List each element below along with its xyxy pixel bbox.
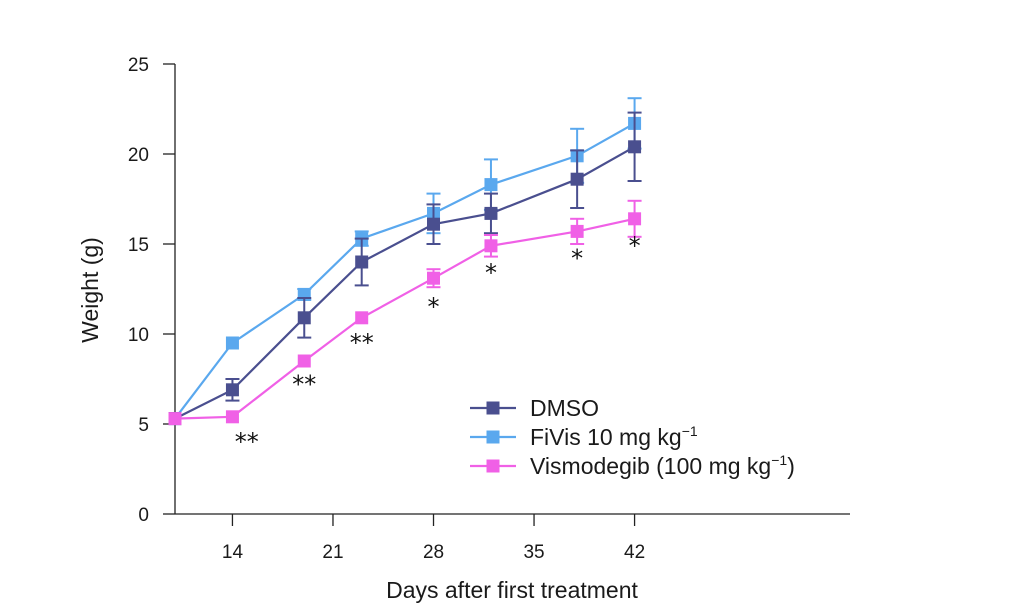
legend-item: Vismodegib (100 mg kg−1) <box>470 452 795 479</box>
y-tick-label: 25 <box>128 55 149 76</box>
y-tick-label: 15 <box>128 235 149 256</box>
data-point-marker <box>297 311 311 325</box>
significance-annotation: * <box>485 259 497 287</box>
series-vismodegib-100-mg-kg <box>168 199 642 426</box>
legend-marker <box>486 401 500 415</box>
x-tick-label: 35 <box>523 542 544 563</box>
legend-label-main: DMSO <box>530 395 599 421</box>
x-tick-label: 21 <box>322 542 343 563</box>
x-axis-title: Days after first treatment <box>386 577 638 603</box>
legend-label-superscript: −1 <box>771 452 787 468</box>
y-tick-label: 0 <box>138 505 149 526</box>
data-point-marker <box>628 212 642 226</box>
legend-marker <box>486 430 500 444</box>
significance-annotation: * <box>629 232 641 260</box>
x-tick-label: 28 <box>423 542 444 563</box>
legend-label-superscript: −1 <box>682 423 698 439</box>
legend-label: DMSO <box>530 395 599 421</box>
data-point-marker <box>484 206 498 220</box>
data-point-marker <box>225 383 239 397</box>
data-point-marker <box>484 239 498 253</box>
x-tick-label: 42 <box>624 542 645 563</box>
data-point-marker <box>628 140 642 154</box>
legend-item: DMSO <box>470 395 599 421</box>
legend-item: FiVis 10 mg kg−1 <box>470 423 698 450</box>
data-point-marker <box>225 410 239 424</box>
y-tick-label: 20 <box>128 145 149 166</box>
data-point-marker <box>427 271 441 285</box>
y-tick-label: 5 <box>138 415 149 436</box>
legend-label-tail: ) <box>787 453 795 479</box>
x-tick-label: 14 <box>222 542 244 563</box>
significance-annotation: ** <box>292 370 316 398</box>
legend-label: Vismodegib (100 mg kg−1) <box>530 452 795 479</box>
data-point-marker <box>297 354 311 368</box>
series-line <box>174 145 636 420</box>
legend-label: FiVis 10 mg kg−1 <box>530 423 698 450</box>
y-axis-title: Weight (g) <box>77 237 103 343</box>
y-tick-label: 10 <box>128 325 149 346</box>
data-point-marker <box>570 224 584 238</box>
legend-marker <box>486 459 500 473</box>
series-line <box>174 217 635 420</box>
data-point-marker <box>355 255 369 269</box>
legend-label-main: FiVis 10 mg kg <box>530 424 682 450</box>
data-point-marker <box>355 311 369 325</box>
significance-annotation: ** <box>350 329 374 357</box>
significance-annotation: * <box>428 293 440 321</box>
data-point-marker <box>484 178 498 192</box>
series-line <box>174 122 636 420</box>
data-point-marker <box>570 172 584 186</box>
significance-annotation: ** <box>235 428 259 456</box>
data-point-marker <box>168 412 182 426</box>
legend-label-main: Vismodegib (100 mg kg <box>530 453 771 479</box>
significance-annotation: * <box>571 244 583 272</box>
data-point-marker <box>225 336 239 350</box>
data-point-marker <box>427 217 441 231</box>
